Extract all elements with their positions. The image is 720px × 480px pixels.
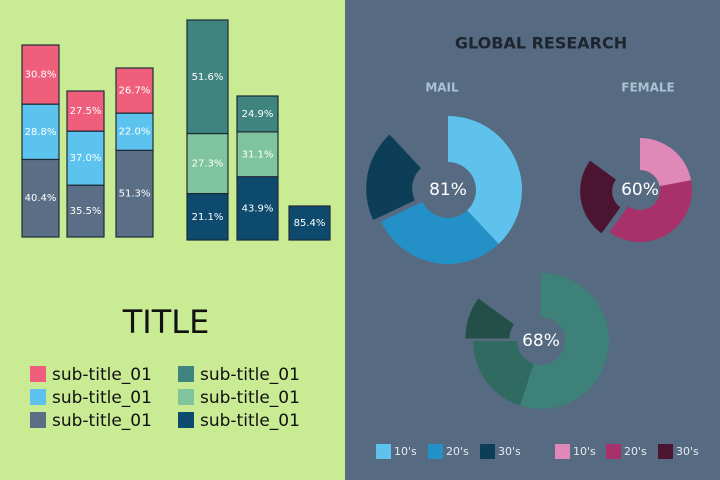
bar-segment xyxy=(186,192,229,241)
bar-segment xyxy=(186,19,229,135)
donut-label: MAIL xyxy=(425,81,459,95)
legend-label: 10's xyxy=(573,445,596,458)
legend-swatch xyxy=(428,444,443,459)
donut-label: FEMALE xyxy=(621,81,674,95)
donut-slice xyxy=(640,138,692,187)
donut-slice xyxy=(381,201,499,264)
bar-segment xyxy=(66,90,105,132)
bar-segment xyxy=(115,149,154,238)
legend-label: sub-title_01 xyxy=(200,388,300,408)
bar-value-label: 22.0% xyxy=(119,127,151,138)
donut-slice xyxy=(366,134,421,221)
legend-label: sub-title_01 xyxy=(52,365,152,385)
donut-slice xyxy=(580,160,621,234)
bar-segment xyxy=(21,158,60,238)
bar-segment xyxy=(236,176,279,241)
legend-label: 20's xyxy=(446,445,469,458)
bar-value-label: 27.5% xyxy=(70,106,102,117)
legend-label: sub-title_01 xyxy=(52,411,152,431)
donut-slice xyxy=(448,116,522,244)
bar-segment xyxy=(66,130,105,186)
bar-segment xyxy=(21,44,60,105)
legend-swatch xyxy=(30,412,46,428)
legend-swatch xyxy=(178,412,194,428)
bar-value-label: 51.6% xyxy=(192,72,224,83)
donut-slice xyxy=(465,298,514,339)
bar-value-label: 30.8% xyxy=(25,70,57,81)
bar-segment xyxy=(236,95,279,133)
donut-slice xyxy=(519,273,609,410)
bar-segment xyxy=(288,205,331,241)
legend-swatch xyxy=(30,389,46,405)
bar-value-label: 26.7% xyxy=(119,86,151,97)
bar-segment xyxy=(115,112,154,151)
legend-swatch xyxy=(376,444,391,459)
bar-value-label: 40.4% xyxy=(25,193,57,204)
legend-swatch xyxy=(658,444,673,459)
research-title: GLOBAL RESEARCH xyxy=(455,34,627,53)
legend-swatch xyxy=(178,389,194,405)
bar-segment xyxy=(21,103,60,161)
legend-label: 10's xyxy=(394,445,417,458)
legend-swatch xyxy=(178,366,194,382)
legend-swatch xyxy=(555,444,570,459)
legend-label: 30's xyxy=(498,445,521,458)
bar-value-label: 21.1% xyxy=(192,212,224,223)
bar-value-label: 24.9% xyxy=(242,109,274,120)
donut-center-label: 60% xyxy=(621,180,659,200)
bar-value-label: 27.3% xyxy=(192,159,224,170)
title: TITLE xyxy=(122,303,210,341)
bar-value-label: 31.1% xyxy=(242,149,274,160)
donut-center-label: 81% xyxy=(429,180,467,200)
donut-center-label: 68% xyxy=(522,331,560,351)
bar-value-label: 35.5% xyxy=(70,206,102,217)
legend-swatch xyxy=(606,444,621,459)
bar-value-label: 85.4% xyxy=(294,218,326,229)
bar-segment xyxy=(186,132,229,195)
bar-segment xyxy=(236,131,279,178)
legend-label: 30's xyxy=(676,445,699,458)
bar-value-label: 28.8% xyxy=(25,127,57,138)
donut-slice xyxy=(473,341,534,406)
bar-value-label: 37.0% xyxy=(70,153,102,164)
bar-segment xyxy=(115,67,154,114)
bar-value-label: 43.9% xyxy=(242,203,274,214)
legend-label: sub-title_01 xyxy=(200,411,300,431)
legend-label: sub-title_01 xyxy=(200,365,300,385)
legend-swatch xyxy=(30,366,46,382)
legend-swatch xyxy=(480,444,495,459)
donut-slice xyxy=(609,180,692,242)
legend-label: 20's xyxy=(624,445,647,458)
legend-label: sub-title_01 xyxy=(52,388,152,408)
bar-value-label: 51.3% xyxy=(119,189,151,200)
